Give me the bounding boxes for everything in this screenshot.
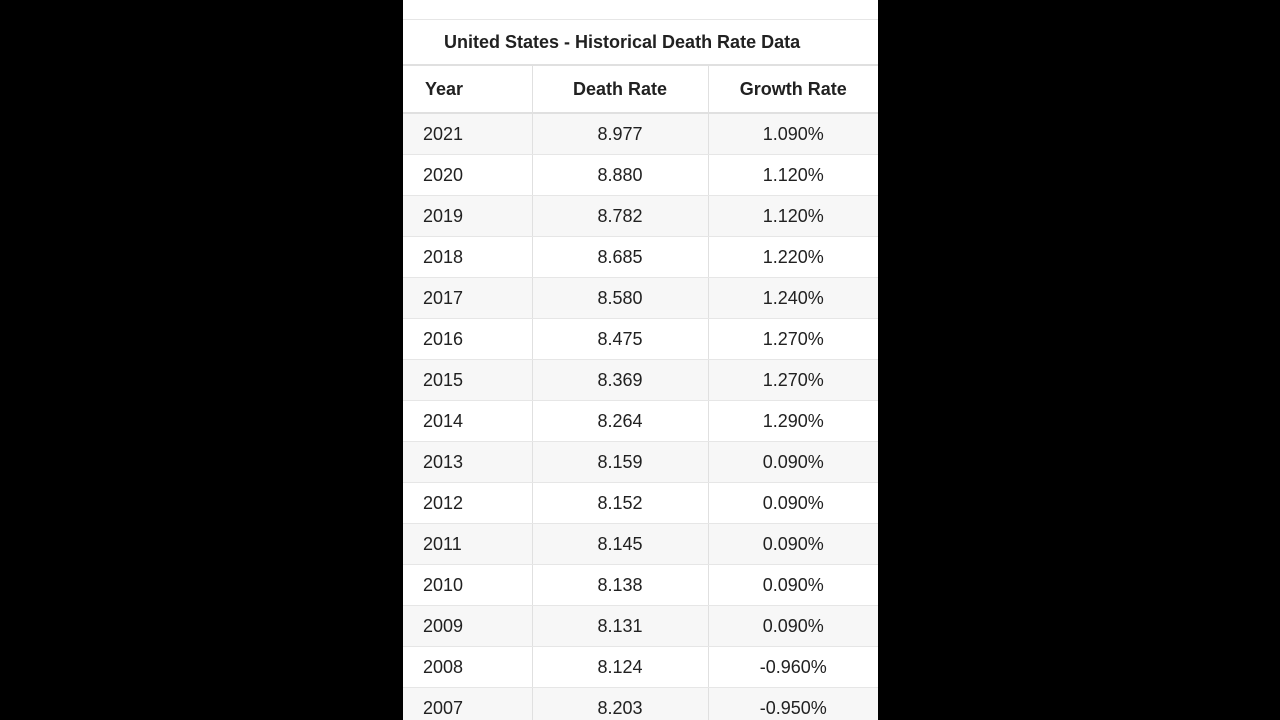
cell-death-rate: 8.264 [532, 400, 709, 442]
table-row: 2020 8.880 1.120% [403, 154, 878, 196]
cell-year: 2011 [403, 523, 533, 565]
table-row: 2008 8.124 -0.960% [403, 646, 878, 688]
cell-death-rate: 8.880 [532, 154, 709, 196]
cell-growth-rate: 0.090% [708, 564, 878, 606]
cell-death-rate: 8.138 [532, 564, 709, 606]
cell-death-rate: 8.203 [532, 687, 709, 720]
cell-death-rate: 8.369 [532, 359, 709, 401]
table-row: 2011 8.145 0.090% [403, 523, 878, 565]
cell-death-rate: 8.145 [532, 523, 709, 565]
death-rate-table: Year Death Rate Growth Rate 2021 8.977 1.0… [403, 66, 878, 720]
cell-death-rate: 8.131 [532, 605, 709, 647]
cell-growth-rate: 1.290% [708, 400, 878, 442]
cell-growth-rate: 0.090% [708, 605, 878, 647]
cell-death-rate: 8.152 [532, 482, 709, 524]
cell-growth-rate: -0.960% [708, 646, 878, 688]
cell-year: 2017 [403, 277, 533, 319]
cell-death-rate: 8.124 [532, 646, 709, 688]
table-row: 2015 8.369 1.270% [403, 359, 878, 401]
cell-year: 2021 [403, 113, 533, 155]
cell-growth-rate: 1.270% [708, 359, 878, 401]
table-row: 2009 8.131 0.090% [403, 605, 878, 647]
column-header-death-rate[interactable]: Death Rate [532, 66, 709, 114]
table-row: 2017 8.580 1.240% [403, 277, 878, 319]
cell-year: 2018 [403, 236, 533, 278]
cell-death-rate: 8.159 [532, 441, 709, 483]
table-title: United States - Historical Death Rate Da… [403, 20, 878, 66]
cell-growth-rate: 0.090% [708, 482, 878, 524]
table-row: 2014 8.264 1.290% [403, 400, 878, 442]
cell-year: 2013 [403, 441, 533, 483]
cell-year: 2016 [403, 318, 533, 360]
cell-growth-rate: 0.090% [708, 523, 878, 565]
cell-year: 2007 [403, 687, 533, 720]
table-row: 2010 8.138 0.090% [403, 564, 878, 606]
cell-growth-rate: 1.220% [708, 236, 878, 278]
table-row: 2012 8.152 0.090% [403, 482, 878, 524]
cell-growth-rate: 1.270% [708, 318, 878, 360]
cell-death-rate: 8.580 [532, 277, 709, 319]
cell-growth-rate: 0.090% [708, 441, 878, 483]
cell-year: 2012 [403, 482, 533, 524]
cell-growth-rate: 1.120% [708, 154, 878, 196]
cell-growth-rate: 1.120% [708, 195, 878, 237]
cell-growth-rate: 1.240% [708, 277, 878, 319]
cell-death-rate: 8.685 [532, 236, 709, 278]
cell-death-rate: 8.977 [532, 113, 709, 155]
table-row: 2021 8.977 1.090% [403, 113, 878, 155]
cell-death-rate: 8.782 [532, 195, 709, 237]
table-row: 2016 8.475 1.270% [403, 318, 878, 360]
table-row: 2013 8.159 0.090% [403, 441, 878, 483]
table-row: 2019 8.782 1.120% [403, 195, 878, 237]
table-row: 2018 8.685 1.220% [403, 236, 878, 278]
cell-growth-rate: -0.950% [708, 687, 878, 720]
table-body: 2021 8.977 1.090% 2020 8.880 1.120% 2019 8.782 1… [403, 113, 878, 720]
cell-year: 2014 [403, 400, 533, 442]
column-header-growth-rate[interactable]: Growth Rate [708, 66, 878, 114]
table-row: 2007 8.203 -0.950% [403, 687, 878, 720]
cell-year: 2009 [403, 605, 533, 647]
cell-year: 2020 [403, 154, 533, 196]
cell-year: 2015 [403, 359, 533, 401]
cell-year: 2010 [403, 564, 533, 606]
data-panel: United States - Historical Death Rate Da… [403, 0, 878, 720]
cell-year: 2008 [403, 646, 533, 688]
cell-year: 2019 [403, 195, 533, 237]
column-header-year[interactable]: Year [403, 66, 533, 114]
top-strip [403, 0, 878, 20]
cell-death-rate: 8.475 [532, 318, 709, 360]
cell-growth-rate: 1.090% [708, 113, 878, 155]
header-row: Year Death Rate Growth Rate [403, 66, 878, 114]
